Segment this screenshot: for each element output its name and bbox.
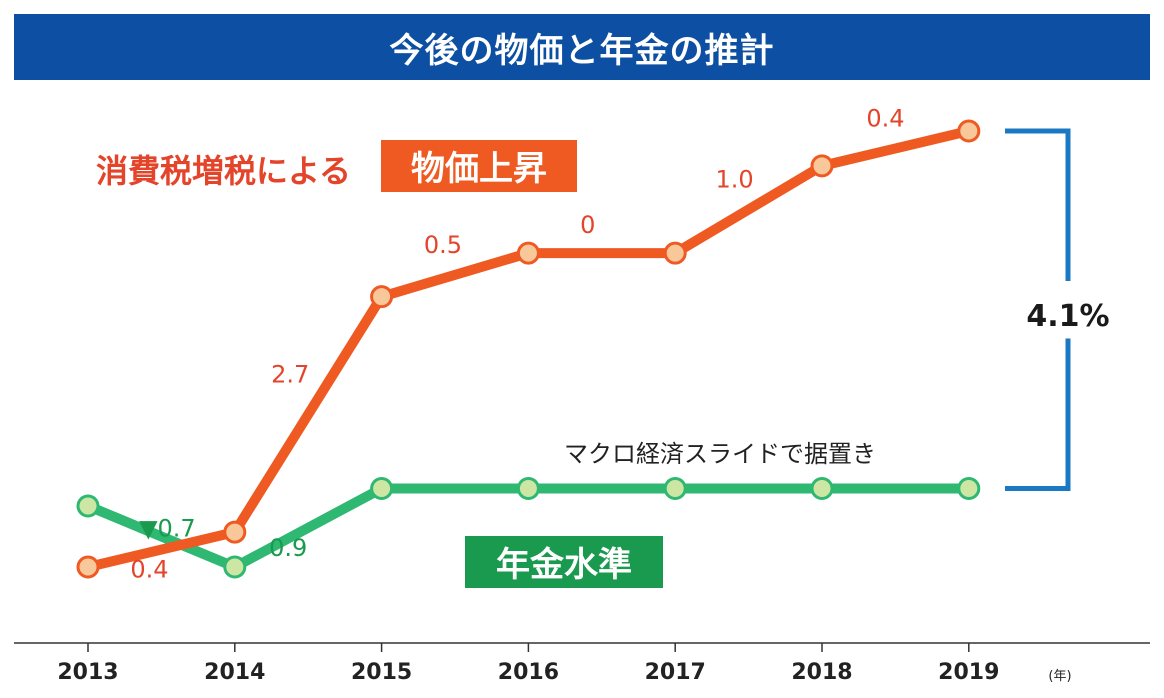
price-change-label: 0.4 <box>130 556 168 584</box>
chart-title: 今後の物価と年金の推計 <box>389 30 775 71</box>
x-tick-label: 2013 <box>57 660 118 685</box>
pension-point <box>223 555 247 579</box>
price-series-line <box>83 126 974 572</box>
x-tick-label: 2019 <box>938 660 999 685</box>
price-point <box>76 555 100 579</box>
x-tick-label: 2018 <box>791 660 852 685</box>
x-tick-label: 2016 <box>498 660 559 685</box>
price-point <box>370 285 394 309</box>
price-badge: 物価上昇 <box>411 149 547 189</box>
pension-point <box>370 477 394 501</box>
price-point <box>957 119 981 143</box>
price-change-label: 2.7 <box>271 360 309 388</box>
price-point <box>516 241 540 265</box>
pension-change-label: ▼0.7 <box>139 514 196 542</box>
price-change-label: 0.4 <box>866 104 904 132</box>
price-badge-bg <box>381 140 577 192</box>
x-axis-unit: (年) <box>1048 669 1071 684</box>
pension-point <box>957 477 981 501</box>
price-point <box>663 241 687 265</box>
pension-point <box>663 477 687 501</box>
title-banner: 今後の物価と年金の推計 <box>14 14 1150 80</box>
macro-slide-note: マクロ経済スライドで据置き <box>564 440 876 468</box>
gap-bracket-upper <box>1005 128 1071 281</box>
gap-bracket-lower <box>1005 338 1071 492</box>
pension-point <box>516 477 540 501</box>
pension-badge-bg <box>465 536 663 588</box>
x-tick-label: 2017 <box>645 660 706 685</box>
gap-value-label: 4.1% <box>1026 299 1109 334</box>
x-tick-label: 2015 <box>351 660 412 685</box>
pension-point <box>810 477 834 501</box>
pension-badge: 年金水準 <box>496 545 632 585</box>
price-caption: 消費税増税による <box>96 152 351 190</box>
price-change-label: 0.5 <box>424 231 462 259</box>
price-point <box>223 520 247 544</box>
pension-point <box>76 494 100 518</box>
x-tick-label: 2014 <box>204 660 265 685</box>
pension-change-label: 0.9 <box>269 534 307 562</box>
price-change-label: 1.0 <box>716 165 754 193</box>
price-point <box>810 154 834 178</box>
price-change-label: 0 <box>580 211 595 239</box>
